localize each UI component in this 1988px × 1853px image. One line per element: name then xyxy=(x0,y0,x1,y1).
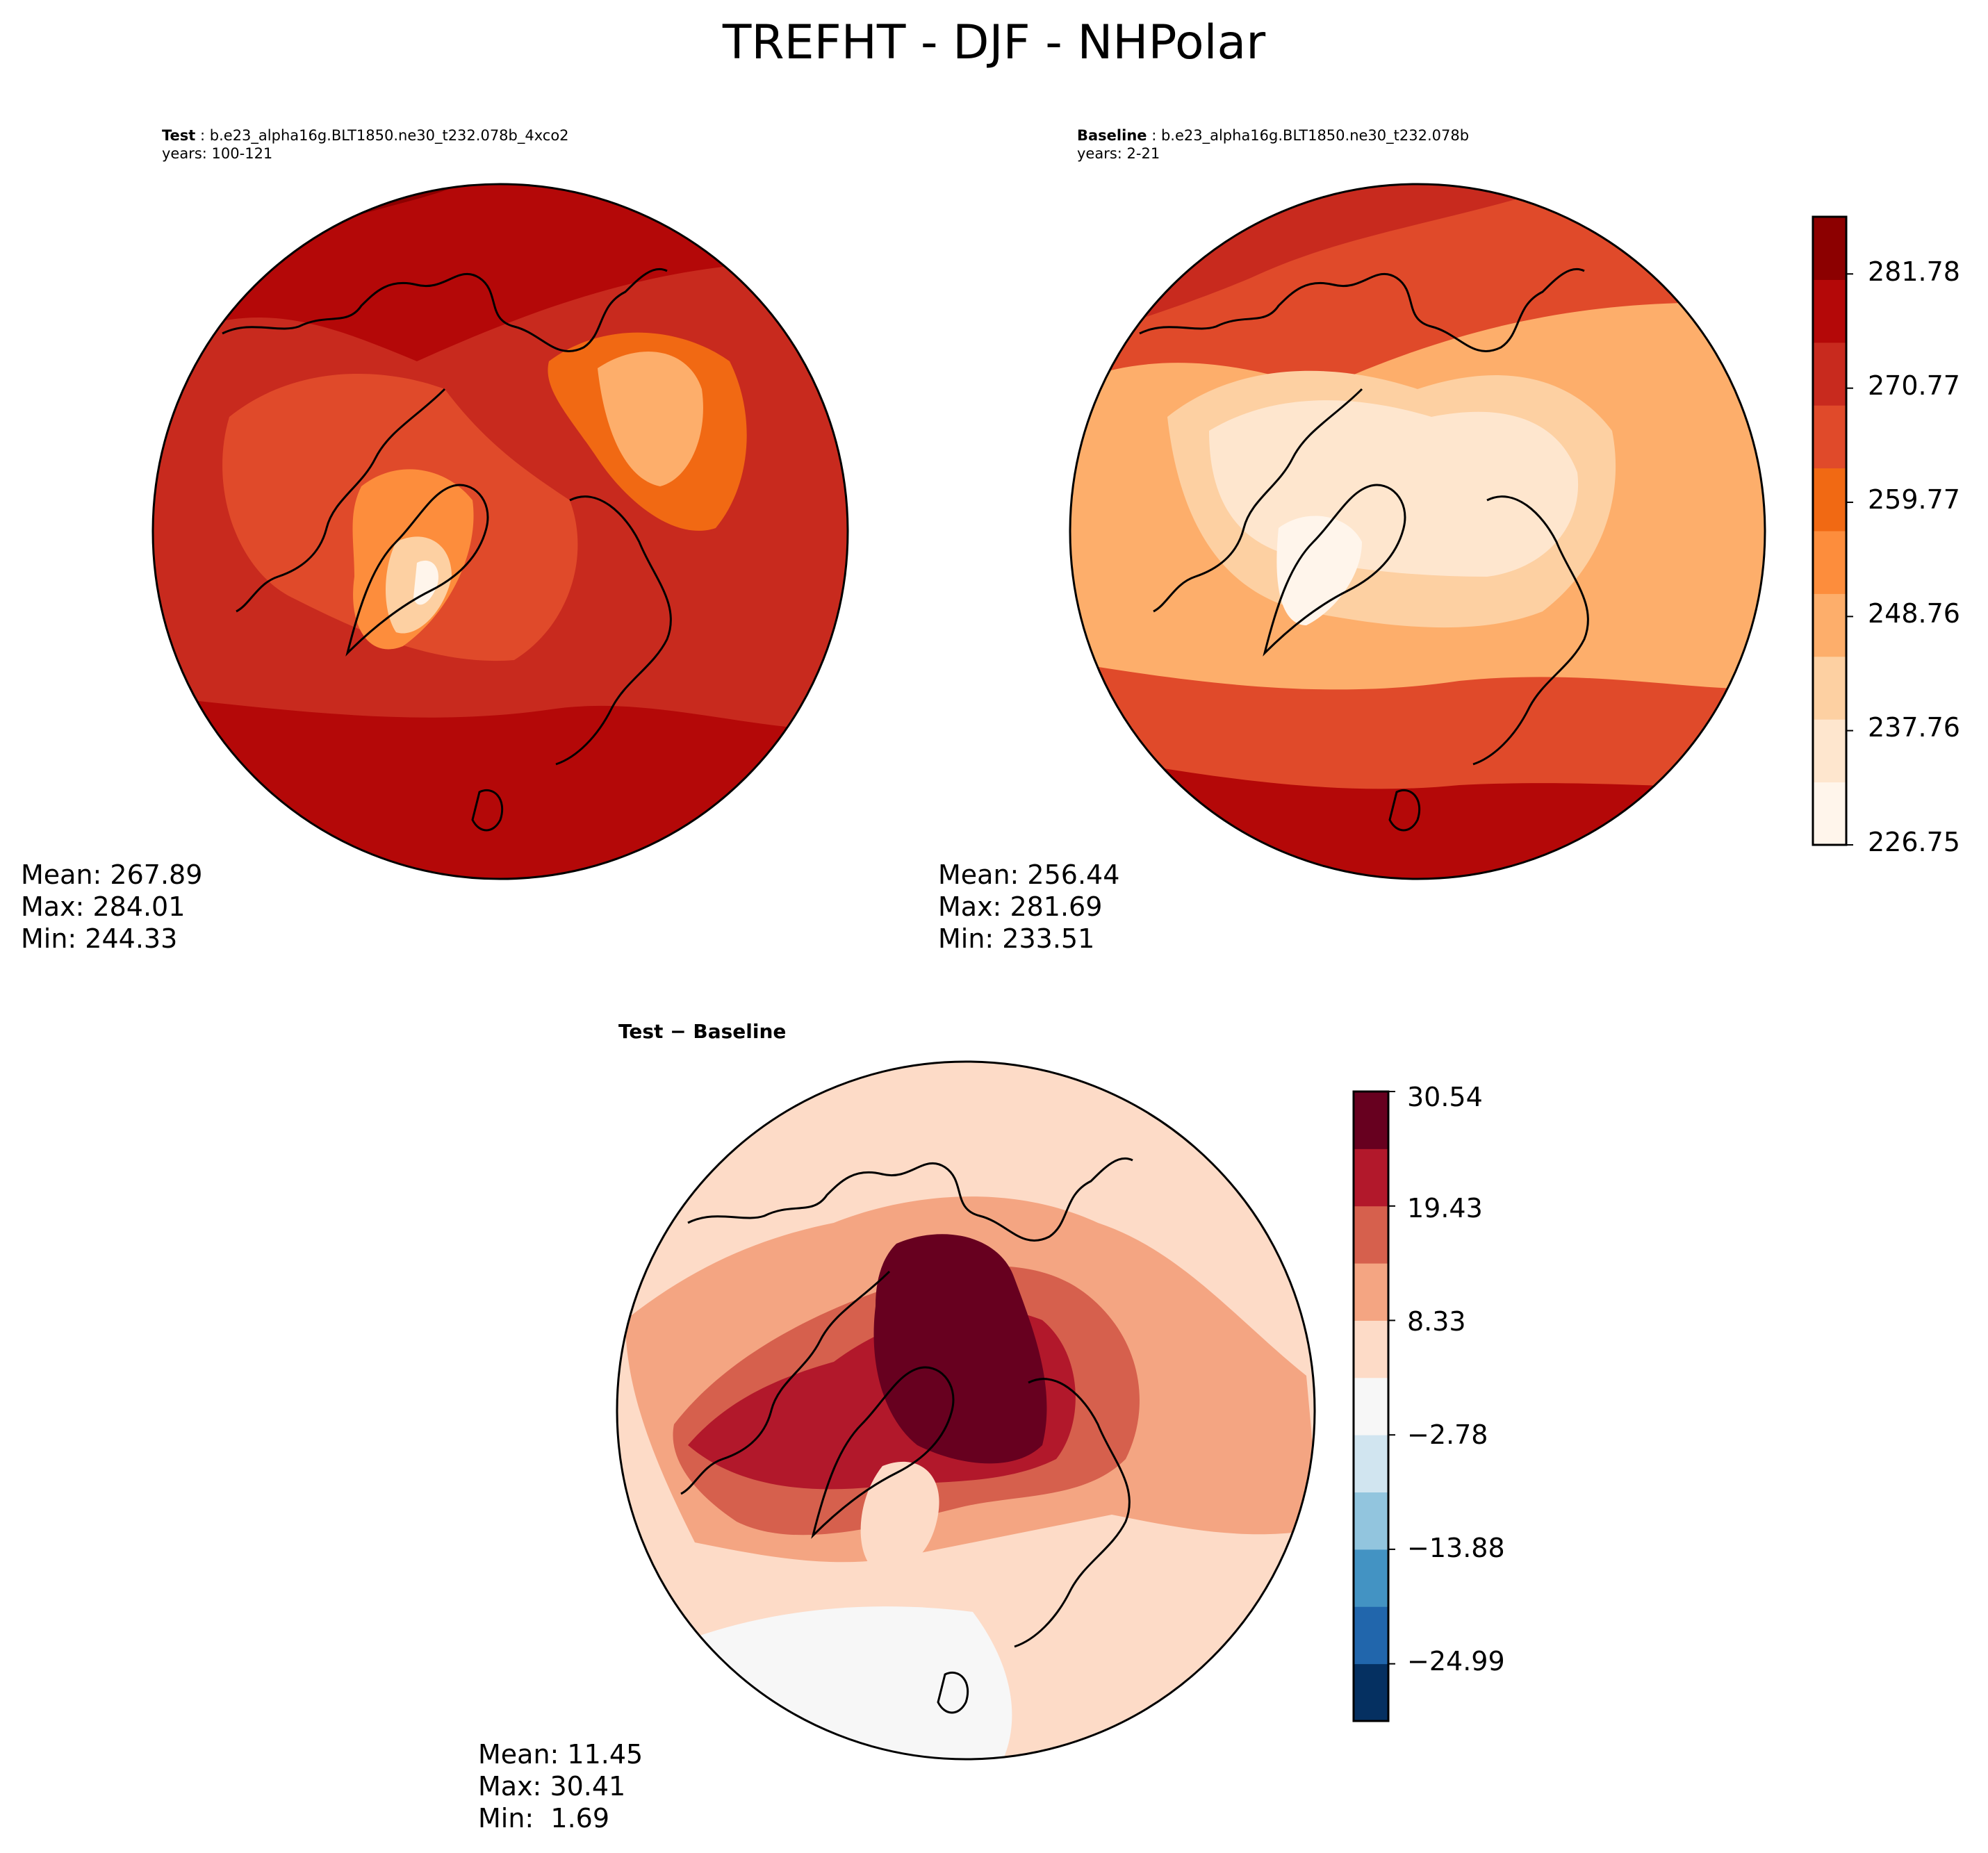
colorbar-segment xyxy=(1354,1606,1388,1665)
test-coast-north xyxy=(222,267,668,352)
baseline-coast-north xyxy=(1139,267,1585,352)
test-panel-header: Test : b.e23_alpha16g.BLT1850.ne30_t232.… xyxy=(162,127,569,162)
test-years: years: 100-121 xyxy=(162,145,273,162)
diff-map xyxy=(617,1062,1315,1759)
test-max: Max: 284.01 xyxy=(21,891,186,922)
baseline-coast-scandinavia xyxy=(1472,495,1589,766)
colorbar-segment xyxy=(1813,405,1846,469)
diff-min: Min: 1.69 xyxy=(478,1803,609,1834)
test-coastlines xyxy=(222,267,672,832)
test-coast-britain xyxy=(471,789,504,832)
colorbar-segment xyxy=(1813,531,1846,594)
test-stats: Mean: 267.89 Max: 284.01 Min: 244.33 xyxy=(21,859,202,955)
cb-diff-tick-label: −24.99 xyxy=(1407,1646,1505,1677)
diff-field-atlantic-neutral xyxy=(688,1606,1012,1759)
cb-diff-tick-label: −2.78 xyxy=(1407,1419,1488,1450)
colorbar-segment xyxy=(1813,656,1846,720)
test-coast-scandinavia xyxy=(555,495,672,766)
baseline-panel-header: Baseline : b.e23_alpha16g.BLT1850.ne30_t… xyxy=(1077,127,1470,162)
colorbar-segment xyxy=(1354,1549,1388,1607)
diff-coast-britain xyxy=(937,1671,969,1714)
baseline-coast-britain xyxy=(1388,789,1421,832)
colorbar-segment xyxy=(1813,593,1846,657)
cb-abs-tick-label: 226.75 xyxy=(1868,827,1960,857)
baseline-max: Max: 281.69 xyxy=(938,891,1103,922)
colorbar-frame xyxy=(1812,215,1848,846)
test-min: Min: 244.33 xyxy=(21,923,178,954)
colorbar-segment xyxy=(1813,782,1846,846)
cb-diff-tick-label: 19.43 xyxy=(1407,1193,1483,1224)
diff-coast-canada xyxy=(680,1270,891,1495)
baseline-years: years: 2-21 xyxy=(1077,145,1160,162)
colorbar-segment xyxy=(1354,1092,1388,1149)
colorbar-segment xyxy=(1354,1205,1388,1264)
diff-coastlines xyxy=(680,1157,1133,1714)
colorbar-segment xyxy=(1354,1663,1388,1722)
colorbar-segment xyxy=(1354,1320,1388,1378)
baseline-field-greenland-peak xyxy=(1276,516,1362,625)
test-label: Test xyxy=(162,127,196,144)
test-field-siberia-cold xyxy=(598,352,703,486)
diff-coast-greenland xyxy=(811,1366,955,1539)
baseline-label: Baseline xyxy=(1077,127,1147,144)
colorbar-segment xyxy=(1354,1148,1388,1207)
baseline-stats: Mean: 256.44 Max: 281.69 Min: 233.51 xyxy=(938,859,1119,955)
test-case-name: b.e23_alpha16g.BLT1850.ne30_t232.078b_4x… xyxy=(209,127,569,144)
diff-panel-title: Test − Baseline xyxy=(618,1020,787,1043)
colorbar-segment xyxy=(1813,217,1846,280)
colorbar-absolute xyxy=(1812,215,1853,846)
baseline-map-border xyxy=(1069,183,1766,880)
baseline-coastlines xyxy=(1139,267,1589,832)
cb-abs-tick-label: 259.77 xyxy=(1868,484,1960,515)
test-field-s-band xyxy=(153,695,848,879)
test-map-border xyxy=(151,183,849,880)
diff-coast-north xyxy=(687,1157,1133,1242)
diff-stats: Mean: 11.45 Max: 30.41 Min: 1.69 xyxy=(478,1738,643,1834)
colorbar-segment xyxy=(1813,468,1846,532)
cb-abs-tick-label: 237.76 xyxy=(1868,712,1960,743)
test-mean: Mean: 267.89 xyxy=(21,859,203,890)
cb-diff-tick-label: 30.54 xyxy=(1407,1082,1483,1112)
cb-abs-tick-label: 270.77 xyxy=(1868,370,1960,401)
baseline-coast-canada xyxy=(1153,388,1363,613)
baseline-case-name: b.e23_alpha16g.BLT1850.ne30_t232.078b xyxy=(1160,127,1470,144)
baseline-map xyxy=(1070,184,1765,879)
colorbar-segment xyxy=(1813,279,1846,343)
colorbar-difference xyxy=(1352,1090,1395,1722)
cb-abs-tick-label: 281.78 xyxy=(1868,256,1960,287)
diff-mean: Mean: 11.45 xyxy=(478,1739,643,1770)
colorbar-segment xyxy=(1354,1492,1388,1550)
test-map xyxy=(153,184,848,879)
colorbar-segment xyxy=(1354,1377,1388,1435)
cb-diff-tick-label: −13.88 xyxy=(1407,1533,1505,1563)
colorbar-segment xyxy=(1354,1435,1388,1493)
colorbar-segment xyxy=(1813,719,1846,783)
test-coast-canada xyxy=(236,388,446,613)
cb-abs-tick-label: 248.76 xyxy=(1868,598,1960,629)
colorbar-frame xyxy=(1352,1090,1390,1722)
baseline-mean: Mean: 256.44 xyxy=(938,859,1120,890)
cb-diff-tick-label: 8.33 xyxy=(1407,1306,1466,1337)
baseline-coast-greenland xyxy=(1263,484,1406,657)
diff-coast-scandinavia xyxy=(1014,1378,1131,1648)
figure-title: TREFHT - DJF - NHPolar xyxy=(722,15,1266,70)
baseline-min: Min: 233.51 xyxy=(938,923,1095,954)
diff-map-border xyxy=(616,1060,1316,1761)
test-field-greenland-peak xyxy=(413,560,438,605)
test-coast-greenland xyxy=(345,484,489,657)
colorbar-segment xyxy=(1813,342,1846,406)
colorbar-segment xyxy=(1354,1263,1388,1321)
diff-max: Max: 30.41 xyxy=(478,1771,626,1802)
diff-field-greenland xyxy=(860,1461,939,1572)
diff-field-peak xyxy=(873,1234,1047,1464)
